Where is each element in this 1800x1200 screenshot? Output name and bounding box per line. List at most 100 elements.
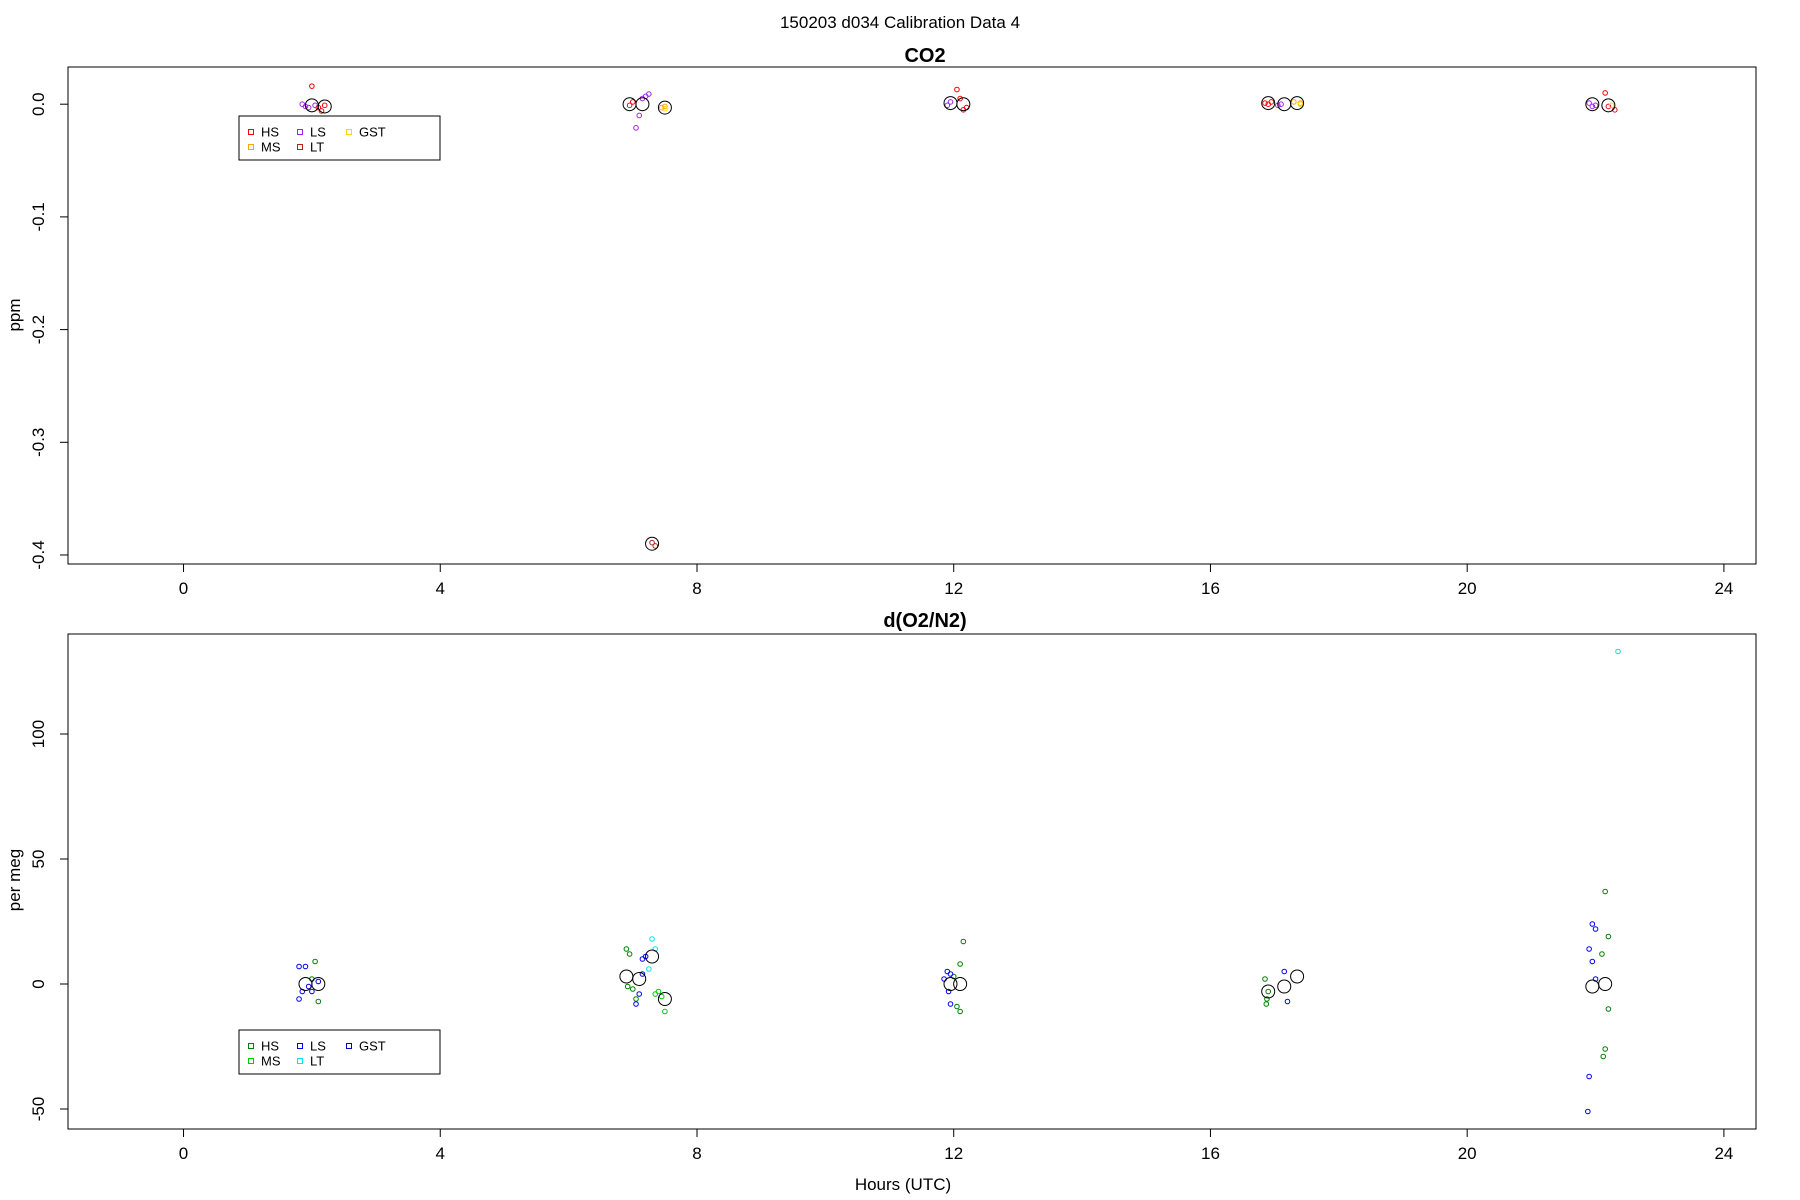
co2-point-ls [1592, 102, 1599, 109]
o2n2-point-hs [1263, 1001, 1270, 1007]
co2-mean-marker [1290, 96, 1305, 111]
o2n2-point-ls [1586, 1073, 1592, 1080]
o2n2-point-ls [302, 963, 309, 970]
x-axis-title: Hours (UTC) [855, 1175, 951, 1194]
co2-y-tick-label: -0.2 [29, 315, 48, 344]
co2-x-tick-label: 4 [436, 579, 445, 598]
o2n2-series-lt [646, 648, 1621, 972]
co2-point-ms [658, 104, 665, 111]
co2-legend-label-ls: LS [310, 125, 326, 140]
o2n2-series-hs [309, 888, 1612, 1060]
co2-point-hs [321, 102, 328, 109]
co2-point-lt [649, 539, 655, 546]
o2n2-x-tick-label: 12 [944, 1144, 963, 1163]
o2n2-point-hs [623, 946, 630, 952]
o2n2-point-hs [315, 998, 322, 1005]
o2n2-point-hs [1602, 888, 1608, 895]
o2n2-point-ls [1592, 926, 1599, 932]
o2n2-mean-marker [311, 977, 326, 991]
o2n2-point-ls [1589, 958, 1596, 965]
o2n2-mean-marker [298, 977, 313, 991]
o2n2-mean-marker [619, 969, 634, 984]
o2n2-point-hs [626, 951, 633, 957]
o2n2-point-hs [1602, 1046, 1608, 1052]
o2n2-series-gst [309, 978, 322, 995]
co2-point-lt [652, 543, 659, 549]
o2n2-title: d(O2/N2) [883, 610, 966, 632]
o2n2-point-ls [296, 963, 302, 970]
co2-y-tick-label: -0.3 [29, 428, 48, 457]
co2-mean-marker [645, 536, 660, 551]
co2-point-hs [1268, 99, 1275, 105]
co2-point-hs [630, 99, 636, 105]
co2-mean-markers [304, 96, 1616, 551]
o2n2-point-ls [636, 991, 643, 997]
co2-mean-marker [657, 100, 672, 115]
co2-point-ls [312, 102, 318, 109]
o2n2-mean-marker [1277, 979, 1292, 994]
o2n2-x-tick-label: 16 [1201, 1144, 1220, 1163]
o2n2-point-gst [309, 988, 315, 995]
o2n2-point-ls [639, 956, 646, 962]
co2-mean-marker [1261, 96, 1276, 111]
o2n2-point-hs [1605, 1006, 1612, 1012]
o2n2-legend-marker-gst [346, 1043, 352, 1049]
o2n2-point-hs [957, 961, 963, 967]
o2n2-mean-marker [657, 992, 672, 1006]
co2-point-ls [646, 91, 652, 97]
o2n2-point-hs [1265, 988, 1272, 995]
o2n2-point-hs [1600, 1053, 1607, 1060]
o2n2-mean-marker [953, 977, 968, 991]
co2-legend-marker-lt [297, 144, 303, 150]
o2n2-point-hs [1599, 951, 1605, 957]
co2-point-hs [1262, 100, 1268, 106]
co2-point-ls [947, 99, 954, 105]
co2-legend-label-lt: LT [310, 140, 324, 155]
o2n2-point-ls [947, 971, 954, 977]
co2-panel: CO2 ppm 0 4 8 12 16 20 24 0.0 -0.1 -0.2 -0.3 -0.4 HS… [5, 45, 1757, 598]
co2-legend-label-ms: MS [261, 140, 281, 155]
o2n2-point-hs [624, 983, 631, 990]
co2-title: CO2 [904, 45, 945, 67]
o2n2-legend-marker-ls [297, 1043, 303, 1049]
co2-x-tick-label: 12 [944, 579, 963, 598]
o2n2-mean-markers [298, 949, 1613, 1006]
co2-point-hs [318, 108, 325, 114]
co2-point-ls [1589, 103, 1596, 110]
o2n2-legend-marker-lt [297, 1058, 303, 1064]
o2n2-point-ls [1589, 921, 1596, 927]
co2-point-ms [1291, 99, 1297, 105]
o2n2-mean-marker [943, 977, 958, 991]
co2-point-hs [954, 86, 960, 93]
co2-mean-marker [317, 99, 332, 114]
co2-point-ls [944, 102, 951, 109]
o2n2-y-tick-label: 0 [29, 979, 48, 988]
co2-series-lt [649, 539, 659, 549]
o2n2-legend-box [238, 1029, 441, 1075]
o2n2-legend-marker-ms [248, 1058, 254, 1064]
o2n2-x-tick-label: 24 [1714, 1144, 1733, 1163]
co2-y-tick-label: 0.0 [29, 92, 48, 116]
o2n2-point-ls [639, 971, 646, 977]
o2n2-point-hs [1262, 976, 1268, 982]
o2n2-x-tick-label: 8 [692, 1144, 701, 1163]
co2-point-hs [626, 102, 633, 109]
o2n2-y-tick-label: -50 [29, 1097, 48, 1122]
o2n2-point-hs [630, 986, 636, 992]
o2n2-point-ls [1586, 946, 1592, 952]
co2-mean-marker [635, 97, 650, 112]
co2-series-hs [309, 83, 1618, 114]
o2n2-point-lt [1615, 648, 1621, 655]
o2n2-point-lt [646, 966, 652, 972]
o2n2-x-tick-label: 0 [179, 1144, 188, 1163]
co2-point-hs [957, 95, 963, 102]
o2n2-point-ms [652, 991, 659, 997]
co2-point-ls [1278, 101, 1284, 107]
o2n2-x-tick-label: 4 [436, 1144, 445, 1163]
co2-legend-marker-ls [297, 129, 303, 135]
co2-point-ls [633, 125, 639, 131]
co2-point-hs [309, 83, 315, 89]
